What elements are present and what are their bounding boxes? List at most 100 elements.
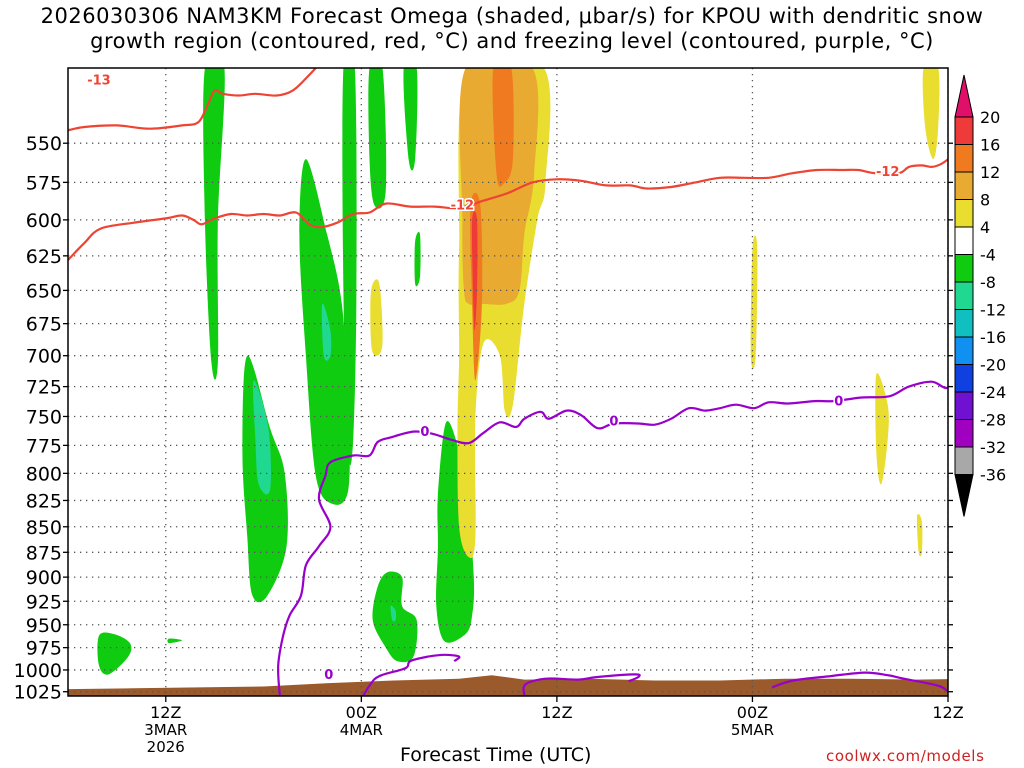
x-tick-label-54-0: 12Z [932,703,963,722]
x-tick-label-30-0: 12Z [541,703,572,722]
colorbar-swatch-2 [954,171,974,200]
y-tick-label-550: 550 [26,133,62,155]
colorbar-label-7: -12 [980,301,1006,320]
colorbar-label-8: -16 [980,328,1006,347]
colorbar-swatch-8 [954,336,974,365]
contour-label-dgz-2: -12 [876,165,900,180]
colorbar-swatch-5 [954,254,974,283]
chart-title-line-1: 2026030306 NAM3KM Forecast Omega (shaded… [40,4,984,28]
y-tick-label-725: 725 [26,377,62,399]
x-tick-label-6-0: 12Z [150,703,181,722]
plot-frame [67,67,949,697]
y-tick-label-800: 800 [26,463,62,485]
y-tick-label-950: 950 [26,615,62,637]
omega-shade--8_to_-12-14 [253,380,272,495]
colorbar-label-5: -4 [980,246,996,265]
x-tick-label-18-1: 4MAR [340,721,383,739]
colorbar-label-6: -8 [980,273,996,292]
colorbar-swatch-7 [954,309,974,338]
contour-label-freezing-6: 0 [324,668,333,683]
contour-label-freezing-3: 0 [420,425,429,440]
colorbar-label-10: -24 [980,383,1006,402]
x-tick-label-18-0: 00Z [346,703,377,722]
colorbar-top-arrow [954,74,974,118]
omega-shade--4_to_-8-4 [368,68,387,209]
y-tick-label-825: 825 [26,490,62,512]
x-tick-label-6-1: 3MAR [144,721,187,739]
y-tick-label-625: 625 [26,246,62,268]
x-axis-title: Forecast Time (UTC) [400,744,592,766]
colorbar-bottom-arrow [954,474,974,517]
omega-shade--28_to_-32-22 [982,70,990,241]
freezing-contour-line-2 [277,380,948,696]
omega-shade--4_to_-8-3 [342,68,357,466]
chart-title: 2026030306 NAM3KM Forecast Omega (shaded… [0,4,1024,54]
colorbar-swatch-4 [954,226,974,255]
y-tick-label-600: 600 [26,210,62,232]
colorbar-label-4: 4 [980,218,990,237]
y-tick-label-750: 750 [26,406,62,428]
source-credit: coolwx.com/models [826,747,985,765]
terrain-fill [68,675,948,696]
omega-shade-4_to_8-29 [916,514,923,557]
freezing-contour-line-4 [522,673,641,696]
colorbar-swatch-0 [954,116,974,145]
omega-shade--8_to_-12-15 [321,303,332,361]
omega-shade-12_to_16-32 [492,68,514,187]
colorbar-swatch-1 [954,144,974,173]
x-tick-label-42-0: 00Z [737,703,768,722]
y-tick-label-650: 650 [26,280,62,302]
contour-labels: -13 -12 -12 0 0 0 0 [86,72,901,684]
y-tick-label-775: 775 [26,435,62,457]
axes: 550 575 600 625 650 675 700 725 750 775 800 825 850 8… [14,133,964,756]
colorbar-label-9: -20 [980,356,1006,375]
omega-shade--8_to_-12-16 [390,605,397,622]
omega-shade--4_to_-8-6 [414,231,421,287]
colorbar-swatch-12 [954,446,974,475]
colorbar-label-11: -28 [980,411,1006,430]
omega-shade-16_to_20-34 [471,211,478,331]
x-tick-label-42-1: 5MAR [731,721,774,739]
colorbar-label-2: 12 [980,163,1000,182]
colorbar-label-12: -32 [980,438,1006,457]
omega-shade-4_to_8-26 [370,279,383,356]
x-tick-label-6-2: 2026 [147,738,185,756]
omega-shade--4_to_-8-9 [97,632,132,675]
y-tick-label-975: 975 [26,638,62,660]
y-tick-label-1000: 1000 [14,660,62,682]
colorbar-swatch-6 [954,281,974,310]
colorbar-swatch-10 [954,391,974,420]
y-tick-label-850: 850 [26,517,62,539]
y-tick-label-925: 925 [26,591,62,613]
colorbar-swatch-9 [954,364,974,393]
y-tick-label-875: 875 [26,542,62,564]
dgz-contour-line-0 [68,68,318,132]
y-tick-label-575: 575 [26,172,62,194]
colorbar-swatch-3 [954,199,974,228]
contour-label-freezing-5: 0 [834,395,843,410]
omega-shade-4_to_8-27 [750,235,758,370]
omega-shading [97,68,1024,675]
chart-title-line-2: growth region (contoured, red, °C) and f… [90,29,934,53]
y-tick-label-900: 900 [26,567,62,589]
colorbar-label-1: 16 [980,136,1000,155]
omega-shade--4_to_-8-0 [203,68,225,380]
freezing-contour-line-5 [771,671,948,693]
omega-shade--4_to_-8-10 [167,638,183,644]
colorbar-label-13: -36 [980,466,1006,485]
omega-shade-4_to_8-30 [922,68,940,160]
omega-shade--4_to_-8-13 [1006,350,1024,577]
colorbar-label-0: 20 [980,108,1000,127]
terrain-layer [68,675,948,696]
colorbar: 20 16 12 8 4 -4 -8 -12 -16 -20 -24 -28 -32 -36 [954,74,1006,517]
freezing-contour-line-3 [361,653,461,696]
contour-label-freezing-4: 0 [609,415,618,430]
colorbar-label-3: 8 [980,191,990,210]
omega-shade--4_to_-8-5 [403,68,418,171]
colorbar-swatch-11 [954,419,974,448]
contour-lines [68,68,948,696]
y-tick-label-1025: 1025 [14,682,62,704]
contour-label-dgz-0: -13 [87,74,111,89]
y-tick-label-700: 700 [26,346,62,368]
contour-label-dgz-1: -12 [451,199,475,214]
